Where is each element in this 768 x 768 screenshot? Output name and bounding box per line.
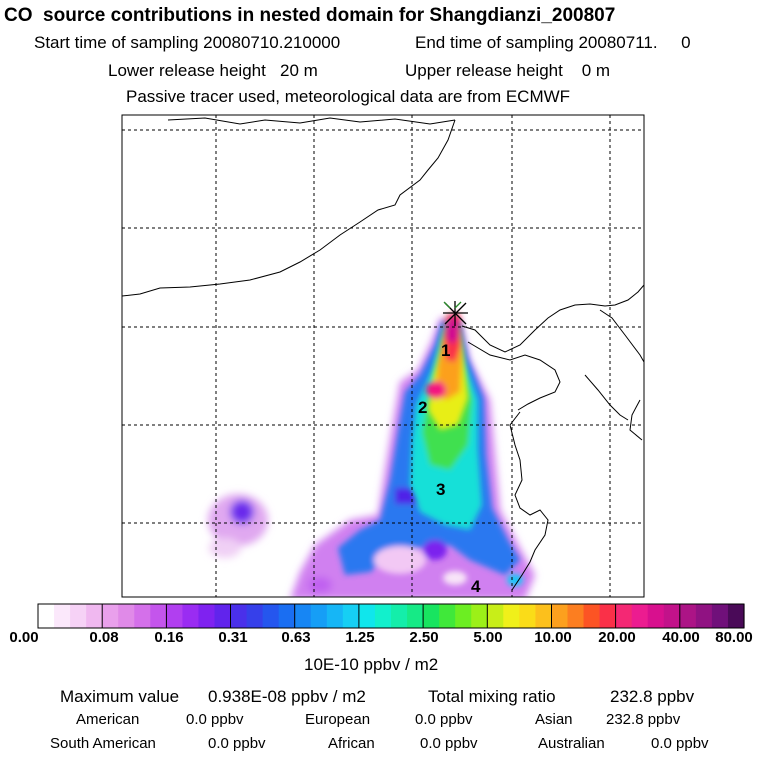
colorbar-swatch xyxy=(391,604,408,628)
colorbar-swatch xyxy=(150,604,167,628)
colorbar-swatch xyxy=(198,604,216,628)
colorbar-swatch xyxy=(551,604,569,628)
colorbar-swatch xyxy=(583,604,601,628)
colorbar-swatch xyxy=(118,604,135,628)
region-name-american: American xyxy=(76,711,140,728)
colorbar-tick-8: 10.00 xyxy=(534,629,572,646)
colorbar-swatch xyxy=(262,604,280,628)
lower-release-height: Lower release height 20 m xyxy=(108,61,318,80)
region-value-australian: 0.0 ppbv xyxy=(651,735,709,752)
colorbar-swatch xyxy=(166,604,184,628)
colorbar-swatch xyxy=(70,604,87,628)
colorbar-tick-9: 20.00 xyxy=(598,629,636,646)
region-value-american: 0.0 ppbv xyxy=(186,711,244,728)
colorbar-swatch xyxy=(134,604,151,628)
receptor-marker xyxy=(443,301,468,326)
colorbar-swatch xyxy=(310,604,328,628)
region-value-south-american: 0.0 ppbv xyxy=(208,735,266,752)
colorbar-swatch xyxy=(487,604,504,628)
colorbar-swatch xyxy=(519,604,537,628)
colorbar-swatch xyxy=(278,604,296,628)
colorbar-frame xyxy=(37,603,745,629)
plume-core xyxy=(426,314,468,430)
colorbar-swatch xyxy=(294,604,312,628)
colorbar-swatch xyxy=(439,604,456,628)
colorbar-swatch xyxy=(503,604,520,628)
map-frame xyxy=(121,114,645,598)
colorbar-tick-3: 0.31 xyxy=(218,629,248,646)
tracer-note: Passive tracer used, meteorological data… xyxy=(126,87,571,106)
map-title: CO source contributions in nested domain… xyxy=(4,5,616,26)
end-time-label: End time of sampling 20080711. 0 xyxy=(415,33,691,52)
region-label-1: 1 xyxy=(441,341,450,360)
colorbar-swatch xyxy=(214,604,232,628)
colorbar-tick-7: 5.00 xyxy=(473,629,503,646)
colorbar-swatch xyxy=(567,604,585,628)
region-label-4: 4 xyxy=(471,577,481,596)
colorbar-swatch xyxy=(38,604,55,628)
colorbar-tick-0: 0.00 xyxy=(9,629,39,646)
max-value: 0.938E-08 ppbv / m2 xyxy=(208,687,366,706)
region-label-2: 2 xyxy=(418,398,427,417)
colorbar-swatch xyxy=(455,604,472,628)
colorbar-swatch xyxy=(647,604,665,628)
colorbar-tick-10: 40.00 xyxy=(662,629,700,646)
colorbar-swatch xyxy=(246,604,264,628)
region-name-african: African xyxy=(328,735,375,752)
colorbar-swatch xyxy=(374,604,392,628)
region-name-australian: Australian xyxy=(538,735,605,752)
colorbar-swatch xyxy=(711,604,729,628)
plume-layer xyxy=(208,314,535,597)
colorbar-swatch xyxy=(599,604,617,628)
colorbar-swatch xyxy=(358,604,376,628)
map-gridlines xyxy=(122,115,644,597)
colorbar-tick-11: 80.00 xyxy=(715,629,753,646)
region-name-south-american: South American xyxy=(50,735,156,752)
colorbar-swatch xyxy=(230,604,248,628)
colorbar-tick-2: 0.16 xyxy=(154,629,184,646)
colorbar-swatch xyxy=(663,604,681,628)
colorbar-swatch xyxy=(326,604,344,628)
region-value-asian: 232.8 ppbv xyxy=(606,711,681,728)
colorbar-swatch xyxy=(695,604,713,628)
colorbar-units: 10E-10 ppbv / m2 xyxy=(304,655,439,674)
colorbar-tick-4: 0.63 xyxy=(281,629,311,646)
colorbar-swatch xyxy=(679,604,697,628)
colorbar-swatch xyxy=(471,604,488,628)
colorbar-swatch xyxy=(102,604,119,628)
upper-release-height: Upper release height 0 m xyxy=(405,61,611,80)
colorbar-tick-6: 2.50 xyxy=(409,629,439,646)
total-mixing-value: 232.8 ppbv xyxy=(610,687,695,706)
region-name-european: European xyxy=(305,711,371,728)
colorbar-dividers xyxy=(101,604,681,628)
colorbar xyxy=(38,604,745,628)
region-label-3: 3 xyxy=(436,480,445,499)
colorbar-swatch xyxy=(615,604,633,628)
colorbar-tick-1: 0.08 xyxy=(89,629,119,646)
colorbar-swatch xyxy=(182,604,200,628)
colorbar-swatch xyxy=(86,604,103,628)
colorbar-swatch xyxy=(727,604,745,628)
region-value-african: 0.0 ppbv xyxy=(420,735,478,752)
colorbar-tick-5: 1.25 xyxy=(345,629,375,646)
start-time-label: Start time of sampling 20080710.210000 xyxy=(34,33,341,52)
colorbar-swatch xyxy=(342,604,360,628)
colorbar-swatch xyxy=(631,604,649,628)
colorbar-swatch xyxy=(535,604,553,628)
colorbar-swatch xyxy=(407,604,424,628)
colorbar-swatch xyxy=(423,604,440,628)
region-name-asian: Asian xyxy=(535,711,573,728)
max-value-label: Maximum value xyxy=(60,687,180,706)
colorbar-swatch xyxy=(54,604,71,628)
region-value-european: 0.0 ppbv xyxy=(415,711,473,728)
total-mixing-label: Total mixing ratio xyxy=(428,687,556,706)
